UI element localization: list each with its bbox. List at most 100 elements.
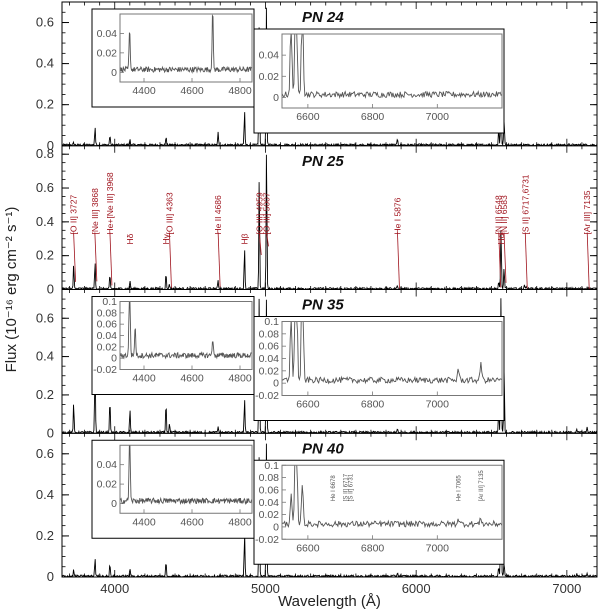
panel-title: PN 35	[302, 297, 344, 314]
inset-y-tick-label: 0.02	[97, 341, 118, 353]
spectrum-line	[62, 154, 597, 290]
x-tick-label: 5000	[251, 581, 280, 596]
inset-y-tick-label: 0	[111, 67, 117, 79]
inset-x-tick-label: 6600	[296, 111, 320, 123]
annotation-label: Hβ	[240, 233, 250, 244]
inset-y-tick-label: 0.04	[259, 50, 280, 62]
y-tick-label: 0	[47, 138, 54, 153]
annotation-leader	[498, 232, 502, 288]
y-tick-label: 0	[47, 569, 54, 584]
inset-x-tick-label: 7000	[426, 399, 450, 411]
inset-frame	[119, 301, 253, 370]
inset-y-tick-label: 0.1	[264, 316, 279, 328]
annotation-label: [Ar III] 7135	[582, 190, 592, 234]
inset-x-tick-label: 6600	[296, 399, 320, 411]
inset-x-tick-label: 7000	[426, 111, 450, 123]
annotation-leader	[169, 232, 172, 288]
inset-x-tick-label: 4800	[228, 516, 252, 528]
inset-y-tick-label: 0.02	[97, 47, 118, 59]
y-tick-label: 0.6	[36, 180, 54, 195]
panel-title: PN 40	[302, 440, 344, 457]
annotation-label: He I 5876	[392, 197, 402, 234]
annotation-label: [O III] 4363	[164, 192, 174, 234]
inset-x-tick-label: 4800	[228, 85, 252, 97]
y-tick-label: 0.4	[36, 349, 54, 364]
annotation-label: [N II] 6583	[499, 195, 509, 234]
annotation-leader	[109, 232, 113, 286]
panel-title: PN 24	[302, 9, 344, 26]
inset-spectrum-line	[120, 301, 252, 360]
inset-spectrum-line	[282, 34, 502, 100]
inset-y-tick-label: 0.1	[102, 296, 117, 308]
inset-frame	[281, 321, 503, 396]
y-tick-label: 0.4	[36, 487, 54, 502]
annotation-label: [S II] 6717,6731	[520, 174, 530, 234]
y-tick-label: 0.4	[36, 56, 54, 71]
inset-y-tick-label: 0.06	[259, 484, 280, 496]
annotation-label: [O III] 4959	[254, 192, 264, 234]
inset-box	[253, 316, 505, 421]
annotation-leader	[586, 232, 590, 290]
inset-y-tick-label: 0.02	[259, 509, 280, 521]
inset-y-tick-label: 0.04	[97, 459, 118, 471]
inset-y-tick-label: 0	[273, 521, 279, 533]
inset-spectrum-line	[120, 445, 252, 506]
inset-y-tick-label: 0.1	[264, 460, 279, 472]
annotation-leader	[258, 232, 262, 256]
inset-x-tick-label: 6800	[361, 542, 385, 554]
inset-frame	[119, 444, 253, 514]
inset-y-tick-label: 0.04	[97, 28, 118, 40]
annotation-label: [N II] 6548	[494, 195, 504, 234]
inset-x-tick-label: 4600	[180, 85, 204, 97]
panel-frame	[61, 432, 598, 578]
inset-x-tick-label: 4400	[132, 85, 156, 97]
annotation-leader	[524, 232, 528, 289]
inset-y-tick-label: 0.02	[97, 479, 118, 491]
inset-spectrum-line	[282, 465, 502, 529]
panel-1: 0 0.2 0.4 0.6 PN 24 0 0.02 0.04 4400 4600 4800 0 0.0…	[36, 2, 598, 153]
annotation-label: [O II] 3727	[69, 195, 79, 235]
inset-x-tick-label: 4400	[132, 373, 156, 385]
annotation-label: He II 4686	[213, 195, 223, 234]
inset-y-tick-label: 0.06	[97, 319, 118, 331]
inset-spectrum-line	[120, 14, 252, 74]
inset-x-tick-label: 6800	[361, 111, 385, 123]
x-tick-label: 4000	[100, 581, 129, 596]
inset-2: 0 0.02 0.04 6600 6800 7000	[253, 28, 505, 134]
inset-y-tick-label: -0.02	[255, 534, 279, 546]
inset-x-tick-label: 4400	[132, 516, 156, 528]
panel-title: PN 25	[302, 153, 344, 170]
y-tick-label: 0.2	[36, 97, 54, 112]
inset-y-tick-label: 0.08	[97, 307, 118, 319]
annotation-leader	[397, 232, 400, 289]
annotation-leader	[266, 232, 269, 247]
inset-y-tick-label: 0.04	[259, 353, 280, 365]
x-tick-label: 6000	[402, 581, 431, 596]
inset-y-tick-label: 0.02	[259, 365, 280, 377]
x-tick-label: 7000	[552, 581, 581, 596]
y-tick-label: 0	[47, 425, 54, 440]
panel-2: 0 0.2 0.4 0.6 0.8 PN 25 [O II] 3727 [Ne III] 38…	[36, 145, 598, 297]
y-tick-label: 0.6	[36, 310, 54, 325]
inset-y-tick-label: 0	[111, 353, 117, 365]
inset-box	[253, 28, 505, 134]
annotation-leader	[217, 232, 221, 287]
annotation-label: Hγ	[161, 233, 171, 244]
inset-x-tick-label: 4600	[180, 516, 204, 528]
annotation-leader	[73, 232, 77, 282]
y-tick-label: 0.6	[36, 15, 54, 30]
y-tick-label: 0.2	[36, 248, 54, 263]
inset-annotation-label: [Ar III] 7135	[479, 470, 485, 502]
annotation-label: [O III] 5007	[262, 192, 272, 234]
inset-frame	[281, 33, 503, 109]
inset-y-tick-label: 0.08	[259, 328, 280, 340]
annotation-leader	[503, 232, 507, 283]
spectrum-line	[62, 7, 597, 146]
inset-y-tick-label: 0.08	[259, 472, 280, 484]
inset-y-tick-label: -0.02	[255, 390, 279, 402]
